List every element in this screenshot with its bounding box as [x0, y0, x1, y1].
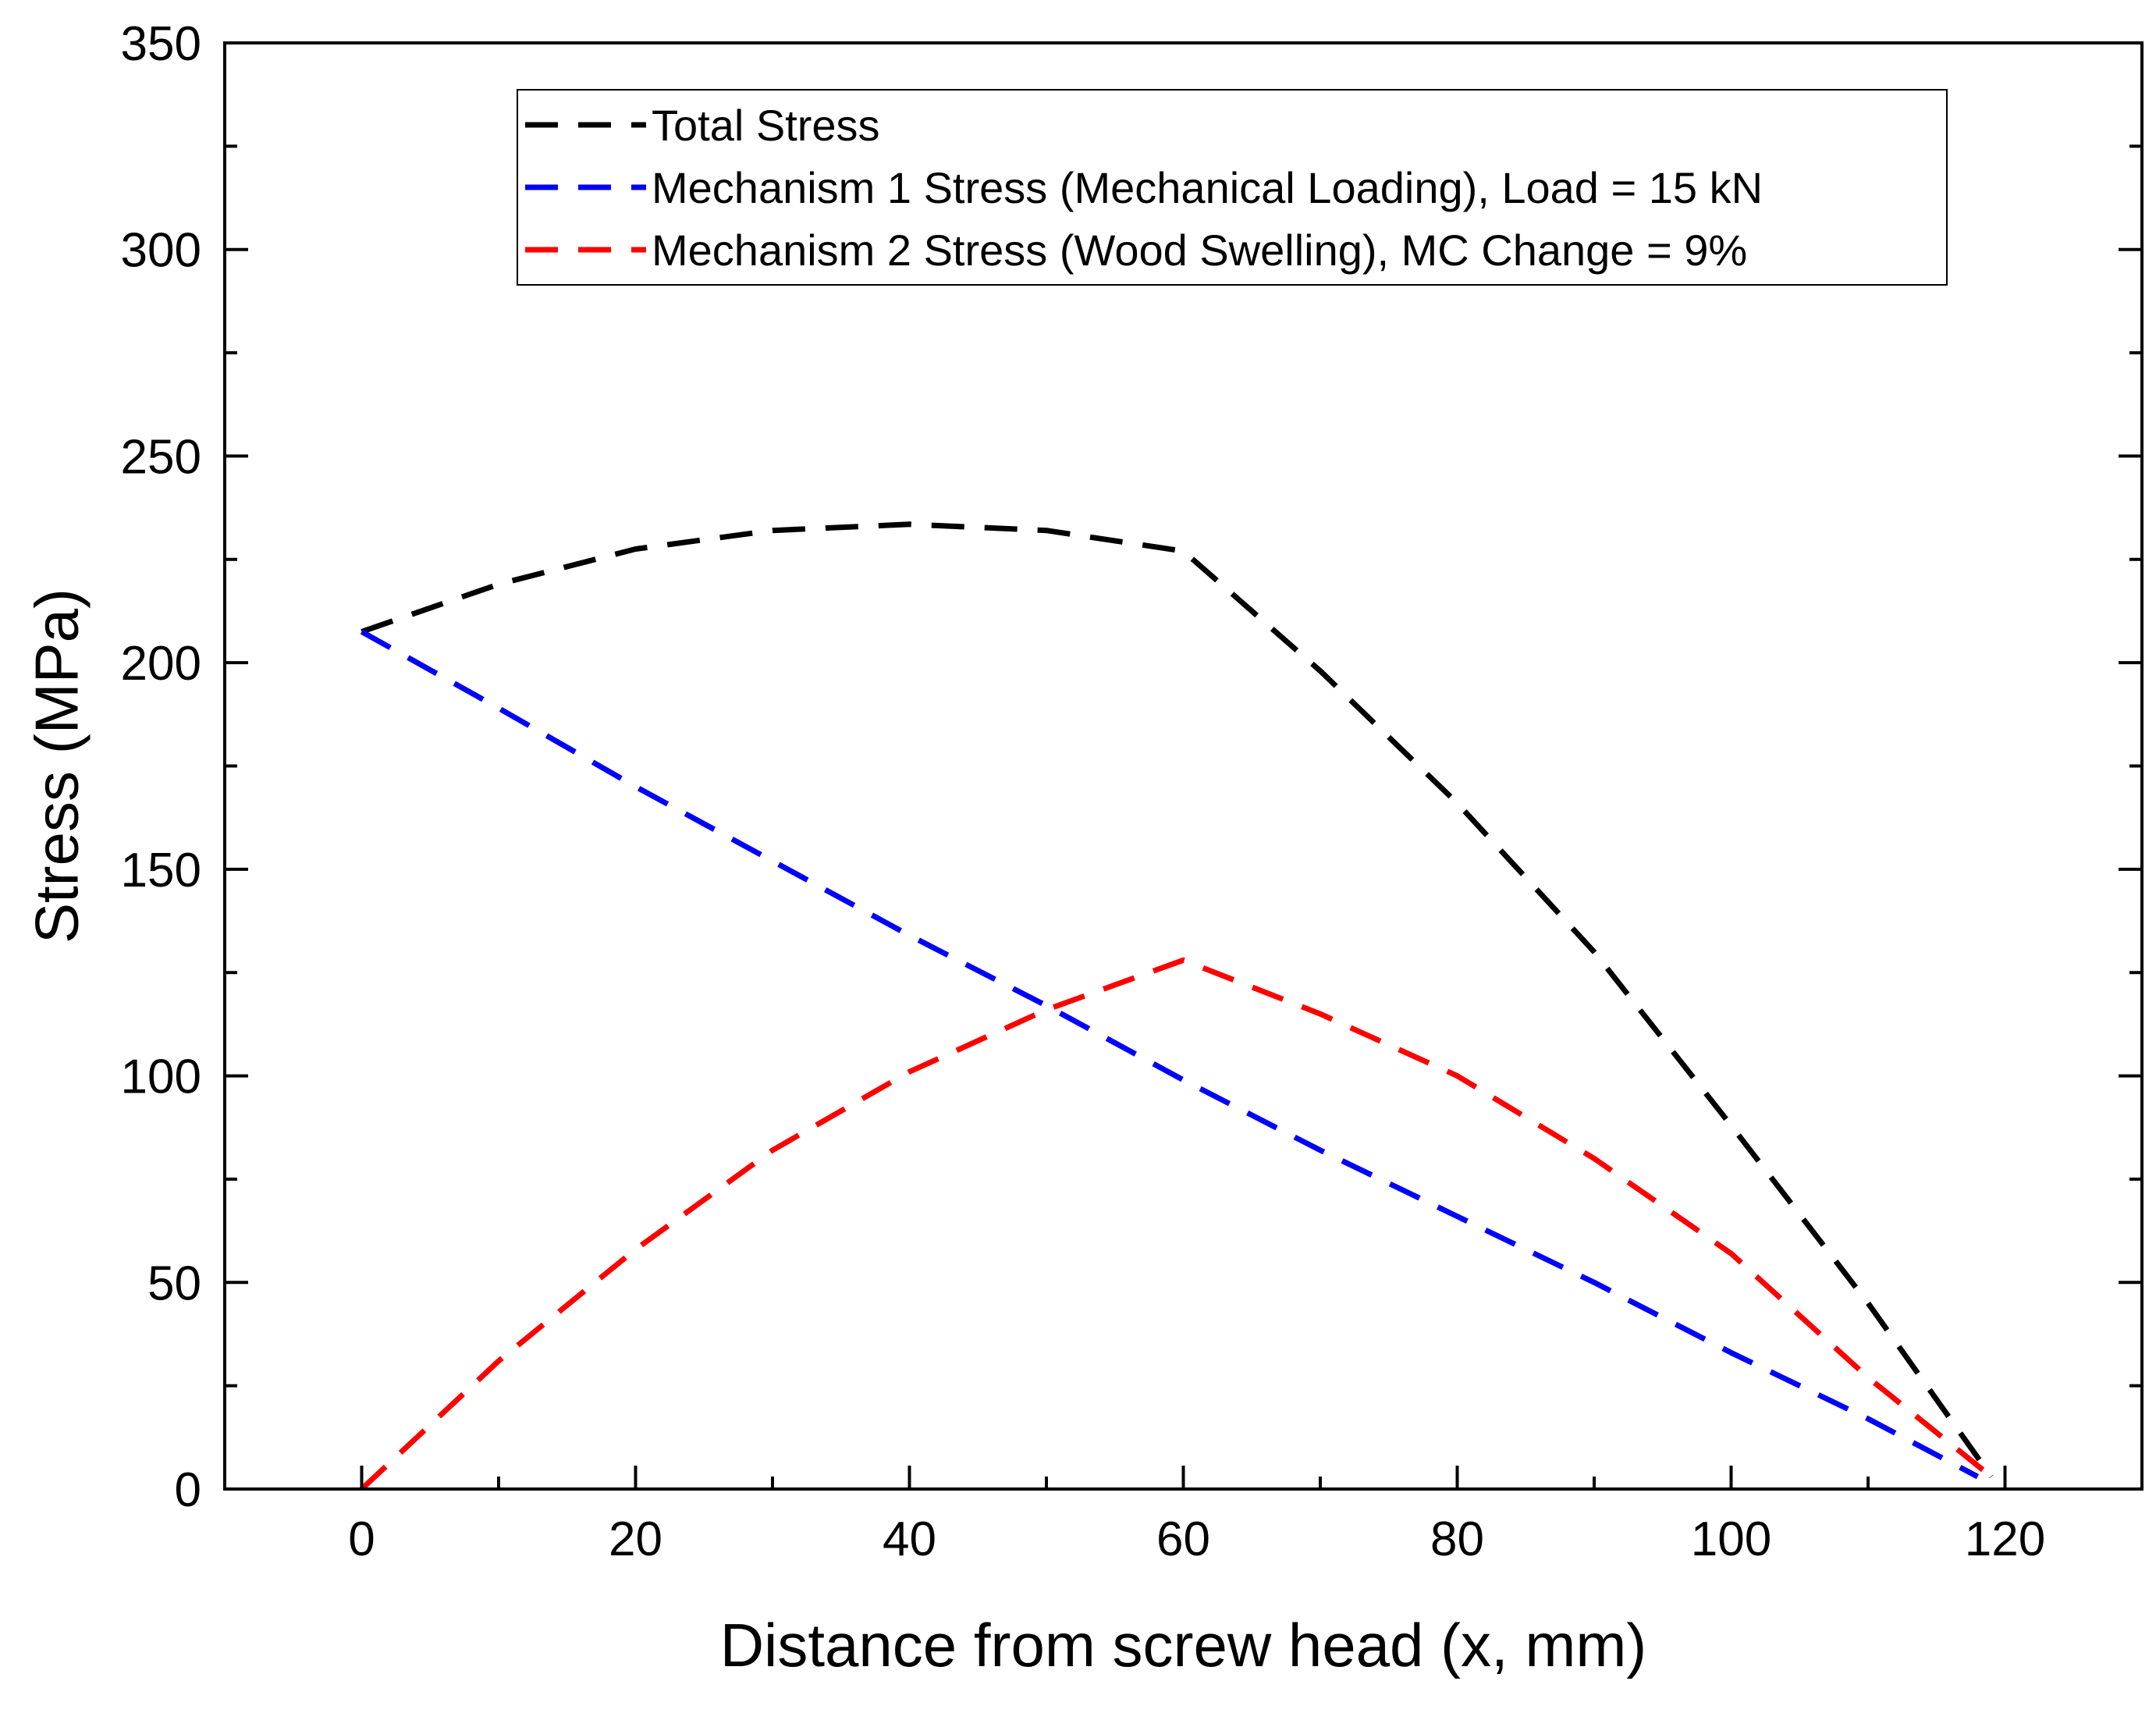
y-tick-label: 150: [121, 844, 201, 897]
x-tick-label: 0: [348, 1512, 375, 1566]
x-tick-label: 20: [609, 1512, 662, 1566]
x-tick-label: 60: [1156, 1512, 1210, 1566]
legend-items: Total Stress Mechanism 1 Stress (Mechanic…: [525, 101, 1763, 275]
legend-label-3: Mechanism 2 Stress (Wood Swelling), MC C…: [652, 226, 1747, 275]
y-tick-label: 350: [121, 17, 201, 71]
legend-label-1: Total Stress: [652, 101, 880, 150]
x-axis-title: Distance from screw head (x, mm): [720, 1611, 1647, 1679]
series-layer: [360, 521, 1994, 1491]
series-line-1: [361, 521, 1994, 1479]
y-tick-label: 0: [175, 1463, 201, 1517]
x-tick-label: 80: [1430, 1512, 1484, 1566]
series-line-3: [360, 957, 1994, 1491]
x-tick-label: 120: [1965, 1512, 2045, 1566]
y-tick-label: 250: [121, 430, 201, 484]
y-tick-label: 200: [121, 637, 201, 691]
y-tick-label: 100: [121, 1050, 201, 1104]
y-tick-label: 50: [147, 1256, 201, 1310]
legend: Total Stress Mechanism 1 Stress (Mechanic…: [517, 89, 1948, 286]
y-tick-label: 300: [121, 224, 201, 278]
tick-labels-layer: 0 20 40 60 80 100 120 0 50 100 150 200 250 300 350: [121, 17, 2046, 1566]
y-axis-title: Stress (MPa): [22, 588, 91, 944]
legend-label-2: Mechanism 1 Stress (Mechanical Loading),…: [652, 163, 1763, 212]
series-line-2: [360, 629, 1980, 1480]
x-tick-label: 100: [1691, 1512, 1771, 1566]
x-tick-label: 40: [883, 1512, 936, 1566]
legend-box: [517, 89, 1948, 286]
ticks-layer: [223, 41, 2144, 1491]
